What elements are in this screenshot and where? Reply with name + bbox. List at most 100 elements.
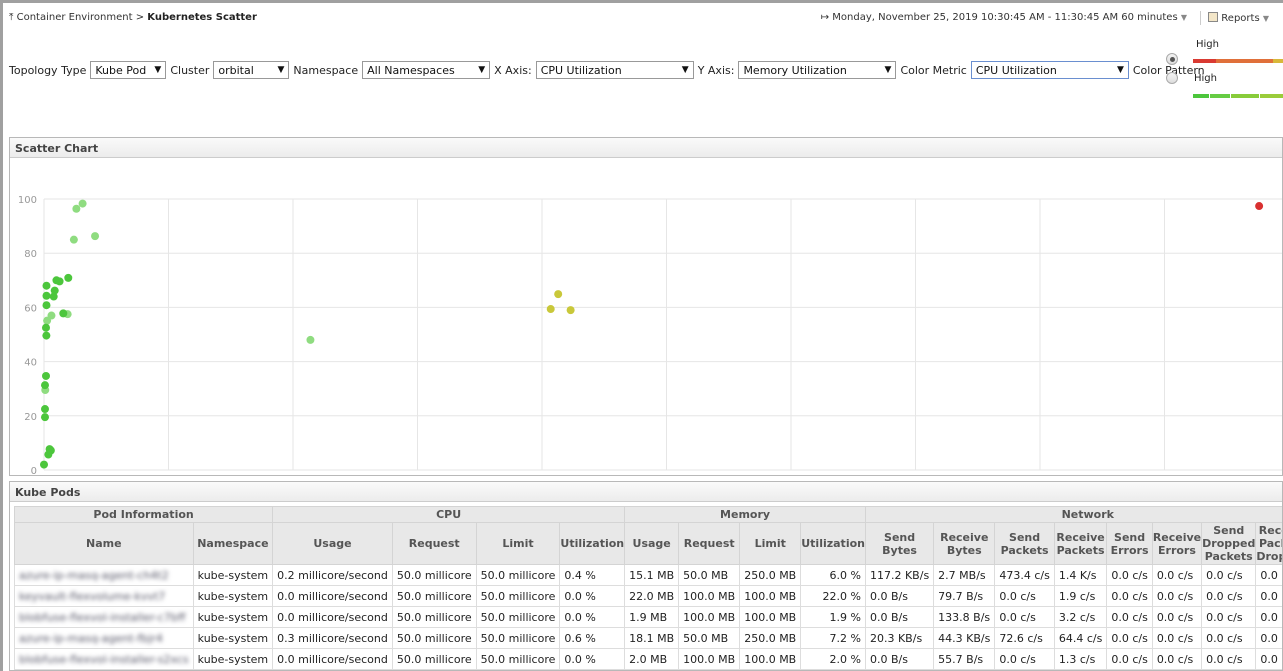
column-header[interactable]: Send Packets (994, 522, 1055, 565)
table-row[interactable]: azure-ip-masq-agent-fbjr4 kube-system 0.3 … (14, 627, 1282, 649)
data-point[interactable] (42, 331, 51, 340)
color-metric-label: Color Metric (900, 63, 967, 77)
table-cell: 2.7 MB/s (933, 564, 996, 586)
table-cell: 0.0 c/s (1255, 606, 1282, 628)
data-point[interactable] (59, 309, 68, 318)
data-point[interactable] (78, 199, 87, 208)
y-axis-value: Memory Utilization (743, 63, 847, 77)
namespace-select[interactable]: All Namespaces ▼ (362, 61, 491, 79)
data-point[interactable] (91, 232, 100, 241)
breadcrumb-parent[interactable]: Container Environment (16, 12, 133, 23)
color-pattern-2-bar (1193, 94, 1283, 98)
data-point[interactable] (40, 460, 48, 469)
data-point[interactable] (55, 277, 64, 286)
color-pattern-radio-1[interactable] (1166, 53, 1178, 65)
data-point[interactable] (40, 405, 49, 414)
data-point[interactable] (546, 305, 555, 314)
table-cell: 0.0 c/s (1106, 564, 1153, 586)
pod-name-cell[interactable]: azure-ip-masq-agent-fbjr4 (14, 627, 194, 649)
data-point[interactable] (41, 371, 50, 380)
color-pattern-radio-2[interactable] (1166, 72, 1178, 84)
dropdown-arrow-icon: ▼ (884, 65, 892, 75)
data-point[interactable] (41, 323, 50, 332)
column-header[interactable]: Receive Errors (1151, 522, 1203, 565)
back-icon[interactable]: ⤒ (9, 12, 14, 23)
column-header[interactable]: Limit (739, 522, 802, 565)
data-point[interactable] (566, 306, 575, 315)
breadcrumb-separator: > (135, 12, 145, 23)
column-header[interactable]: Usage (624, 522, 680, 565)
scatter-chart: 0102030405060708090020406080100 (18, 195, 1282, 490)
table-cell: 18.1 MB (624, 627, 680, 649)
table-cell: 50.0 millicore (391, 585, 477, 607)
data-point[interactable] (1255, 202, 1264, 211)
column-header[interactable]: Request (391, 522, 477, 565)
column-header[interactable]: Utilization (800, 522, 866, 565)
table-cell: 0.0 c/s (1201, 606, 1257, 628)
table-cell: 0.0 c/s (1151, 627, 1203, 649)
table-cell: 0.0 c/s (1106, 627, 1153, 649)
y-axis-select[interactable]: Memory Utilization ▼ (738, 61, 897, 79)
pod-name-cell[interactable]: azure-ip-masq-agent-ch4t2 (14, 564, 194, 586)
column-header[interactable]: Limit (475, 522, 561, 565)
x-axis-select[interactable]: CPU Utilization ▼ (535, 61, 694, 79)
column-header[interactable]: Receive Bytes (933, 522, 996, 565)
table-cell: kube-system (192, 627, 274, 649)
data-point[interactable] (42, 281, 51, 290)
column-header[interactable]: Receive Packets (1053, 522, 1108, 565)
cluster-select[interactable]: orbital ▼ (213, 61, 290, 79)
table-cell: 55.7 B/s (933, 648, 996, 670)
data-point[interactable] (69, 235, 78, 244)
color-pattern-1-bar (1193, 59, 1283, 63)
color-metric-select[interactable]: CPU Utilization ▼ (970, 61, 1129, 79)
column-header[interactable]: Namespace (192, 522, 274, 565)
table-cell: 0.4 % (559, 564, 626, 586)
table-row[interactable]: blobfuse-flexvol-installer-c7bff kube-sys… (14, 606, 1282, 628)
table-cell: 50.0 millicore (475, 585, 561, 607)
column-header[interactable]: Send Bytes (864, 522, 935, 565)
data-point[interactable] (46, 446, 55, 455)
column-header[interactable]: Name (14, 522, 194, 565)
column-header[interactable]: Send Dropped Packets (1201, 522, 1257, 565)
data-point[interactable] (43, 316, 52, 325)
table-cell: 1.3 c/s (1053, 648, 1108, 670)
time-range-selector[interactable]: ↦ Monday, November 25, 2019 10:30:45 AM … (821, 12, 1187, 23)
table-cell: 0.0 c/s (1151, 606, 1203, 628)
column-header[interactable]: Request (678, 522, 741, 565)
topology-type-select[interactable]: Kube Pod ▼ (90, 61, 167, 79)
column-header[interactable]: Utilization (559, 522, 626, 565)
page-title: Kubernetes Scatter (147, 12, 257, 23)
data-point[interactable] (49, 292, 58, 301)
pod-name-cell[interactable]: blobfuse-flexvol-installer-s2xcs (14, 648, 194, 670)
table-cell: 0.0 % (559, 648, 626, 670)
kube-pods-panel: Kube Pods Pod Information CPU Memory Networ… (9, 481, 1283, 671)
data-point[interactable] (40, 381, 49, 390)
reports-button[interactable]: Reports ▼ (1208, 12, 1269, 24)
table-cell: 50.0 millicore (391, 627, 477, 649)
table-cell: 44.3 KB/s (933, 627, 996, 649)
table-cell: 100.0 MB (678, 606, 741, 628)
column-header[interactable]: Usage (272, 522, 393, 565)
pod-name-cell[interactable]: keyvault-flexvolume-kvvt7 (14, 585, 194, 607)
data-point[interactable] (40, 413, 49, 422)
table-row[interactable]: blobfuse-flexvol-installer-s2xcs kube-sys… (14, 648, 1282, 670)
table-row[interactable]: azure-ip-masq-agent-ch4t2 kube-system 0.2 … (14, 564, 1282, 586)
data-point[interactable] (64, 273, 73, 282)
table-row[interactable]: keyvault-flexvolume-kvvt7 kube-system 0.0 … (14, 585, 1282, 607)
table-cell: 0.0 c/s (1151, 648, 1203, 670)
data-point[interactable] (50, 286, 59, 295)
data-point[interactable] (306, 335, 315, 344)
column-header[interactable]: Send Errors (1106, 522, 1153, 565)
pod-name-cell[interactable]: blobfuse-flexvol-installer-c7bff (14, 606, 194, 628)
column-header[interactable]: Receive Packets Dropped (1255, 522, 1282, 565)
color-pattern-label: Color Pattern (1132, 63, 1205, 77)
table-cell: 100.0 MB (739, 648, 802, 670)
table-cell: 0.0 millicore/second (272, 648, 393, 670)
data-point[interactable] (42, 291, 51, 300)
data-point[interactable] (42, 301, 51, 310)
cluster-value: orbital (218, 63, 254, 77)
data-point[interactable] (554, 290, 563, 299)
data-point[interactable] (72, 204, 81, 213)
table-cell: 2.0 MB (624, 648, 680, 670)
table-cell: 0.0 c/s (1106, 606, 1153, 628)
